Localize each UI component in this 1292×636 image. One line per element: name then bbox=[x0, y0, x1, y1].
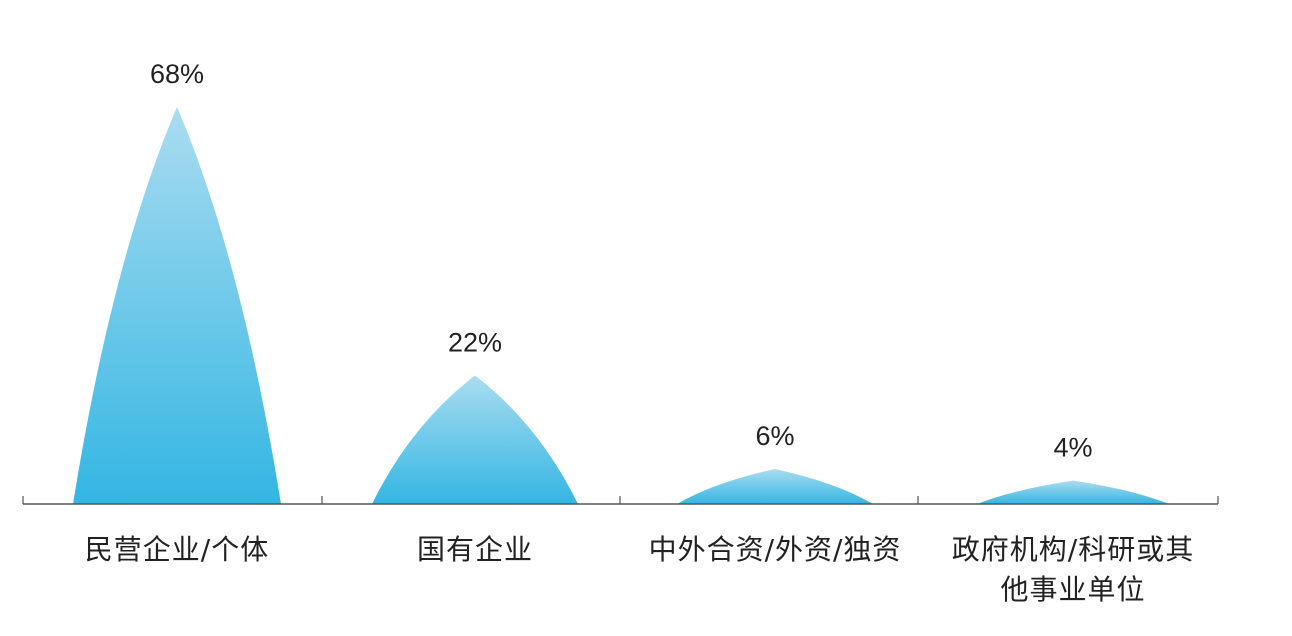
category-label-line: 他事业单位 bbox=[1000, 573, 1146, 606]
data-label: 22% bbox=[448, 328, 502, 358]
triangle-bar bbox=[977, 480, 1169, 504]
category-label-line: 政府机构/科研或其 bbox=[951, 533, 1195, 566]
category-label-line: 国有企业 bbox=[416, 533, 533, 566]
triangle-bar bbox=[677, 468, 873, 504]
triangle-bar bbox=[73, 107, 281, 504]
category-label: 中外合资/外资/独资 bbox=[625, 530, 925, 570]
category-label: 国有企业 bbox=[325, 530, 625, 570]
data-label: 68% bbox=[150, 59, 204, 89]
triangle-bar bbox=[372, 375, 578, 504]
category-label: 民营企业/个体 bbox=[27, 530, 327, 570]
category-label-line: 中外合资/外资/独资 bbox=[648, 533, 902, 566]
category-label: 政府机构/科研或其 他事业单位 bbox=[923, 530, 1223, 610]
data-label: 4% bbox=[1053, 433, 1092, 463]
category-label-line: 民营企业/个体 bbox=[84, 533, 270, 566]
data-label: 6% bbox=[755, 421, 794, 451]
